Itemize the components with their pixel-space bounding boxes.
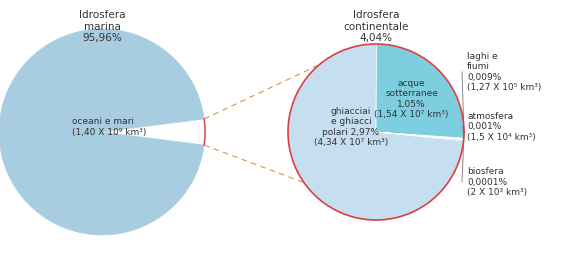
Wedge shape [376,44,464,138]
Wedge shape [376,132,464,140]
Wedge shape [376,132,464,140]
Text: ghiacciai
e ghiacci
polari 2,97%
(4,34 X 10⁷ km³): ghiacciai e ghiacci polari 2,97% (4,34 X… [314,107,388,147]
Wedge shape [376,132,464,141]
Text: oceani e mari
(1,40 X 10⁹ km³): oceani e mari (1,40 X 10⁹ km³) [72,117,146,137]
Wedge shape [288,44,464,220]
Text: Idrosfera
continentale
4,04%: Idrosfera continentale 4,04% [343,10,409,43]
Text: atmosfera
0,001%
(1,5 X 10⁴ km³): atmosfera 0,001% (1,5 X 10⁴ km³) [467,112,536,142]
Wedge shape [102,119,205,145]
Text: Idrosfera
marina
95,96%: Idrosfera marina 95,96% [79,10,125,43]
Text: laghi e
fiumi
0,009%
(1,27 X 10⁵ km³): laghi e fiumi 0,009% (1,27 X 10⁵ km³) [467,52,541,92]
Text: acque
sotterranee
1,05%
(1,54 X 10⁷ km³): acque sotterranee 1,05% (1,54 X 10⁷ km³) [375,79,449,119]
Wedge shape [0,29,204,235]
Text: biosfera
0,0001%
(2 X 10³ km³): biosfera 0,0001% (2 X 10³ km³) [467,167,527,197]
